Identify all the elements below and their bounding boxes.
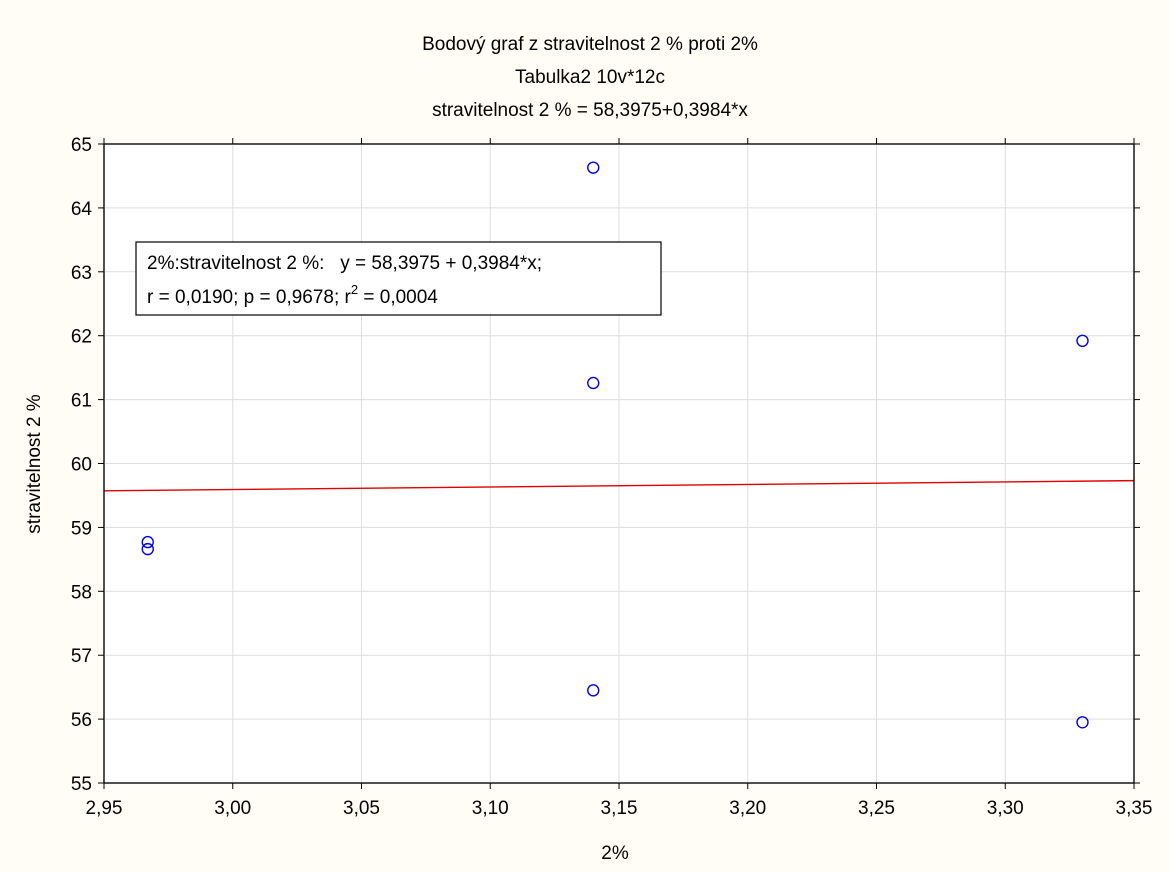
legend-r2: = 0,0004 [358,287,438,308]
legend: 2%:stravitelnost 2 %: y = 58,3975 + 0,39… [135,241,662,316]
chart-titles: Bodový graf z stravitelnost 2 % proti 2%… [422,34,758,121]
y-tick-label: 61 [71,391,92,412]
y-tick-label: 62 [71,327,92,348]
legend-stats: r = 0,0190; p = 0,9678; r [147,287,352,308]
x-tick-label: 3,25 [858,798,895,819]
y-tick-label: 64 [71,199,93,220]
data-point [141,542,154,556]
x-tick-label: 3,10 [472,798,509,819]
y-tick-label: 60 [71,455,92,476]
data-point [1076,334,1089,348]
data-points [141,161,1089,729]
x-tick-label: 3,35 [1116,798,1153,819]
y-tick-label: 56 [71,710,92,731]
regression-line [103,479,1135,492]
data-point [587,376,600,390]
chart-subtitle: Tabulka2 10v*12c [515,67,665,88]
x-tick-label: 2,95 [86,798,123,819]
y-tick-label: 57 [71,646,92,667]
x-axis-label: 2% [601,843,629,864]
y-tick-label: 58 [71,582,92,603]
y-tick-label: 55 [71,774,92,795]
legend-line-2: r = 0,0190; p = 0,9678; r2 = 0,0004 [147,282,438,308]
chart-equation-title: stravitelnost 2 % = 58,3975+0,3984*x [432,100,748,121]
data-point [141,535,154,549]
x-tick-label: 3,00 [214,798,251,819]
y-axis-label: stravitelnost 2 % [24,394,45,533]
data-point [587,684,600,697]
x-tick-label: 3,30 [987,798,1024,819]
x-tick-label: 3,05 [343,798,380,819]
x-tick-label: 3,15 [601,798,638,819]
y-tick-labels: 55 56 57 58 59 60 61 62 63 64 65 [71,135,93,795]
legend-box [135,241,662,316]
grid [104,144,1134,783]
plot-frame [103,143,1135,784]
x-tick-labels: 2,95 3,00 3,05 3,10 3,15 3,20 3,25 3,30 3,35 [86,798,1153,819]
y-tick-label: 65 [71,135,92,156]
axis-ticks [98,138,1140,789]
y-tick-label: 59 [71,518,92,539]
chart-title: Bodový graf z stravitelnost 2 % proti 2% [422,34,758,55]
y-tick-label: 63 [71,263,92,284]
x-tick-label: 3,20 [729,798,766,819]
data-point [587,161,600,174]
legend-line-1: 2%:stravitelnost 2 %: y = 58,3975 + 0,39… [147,253,542,274]
data-point [1076,716,1089,729]
legend-superscript: 2 [351,282,358,297]
